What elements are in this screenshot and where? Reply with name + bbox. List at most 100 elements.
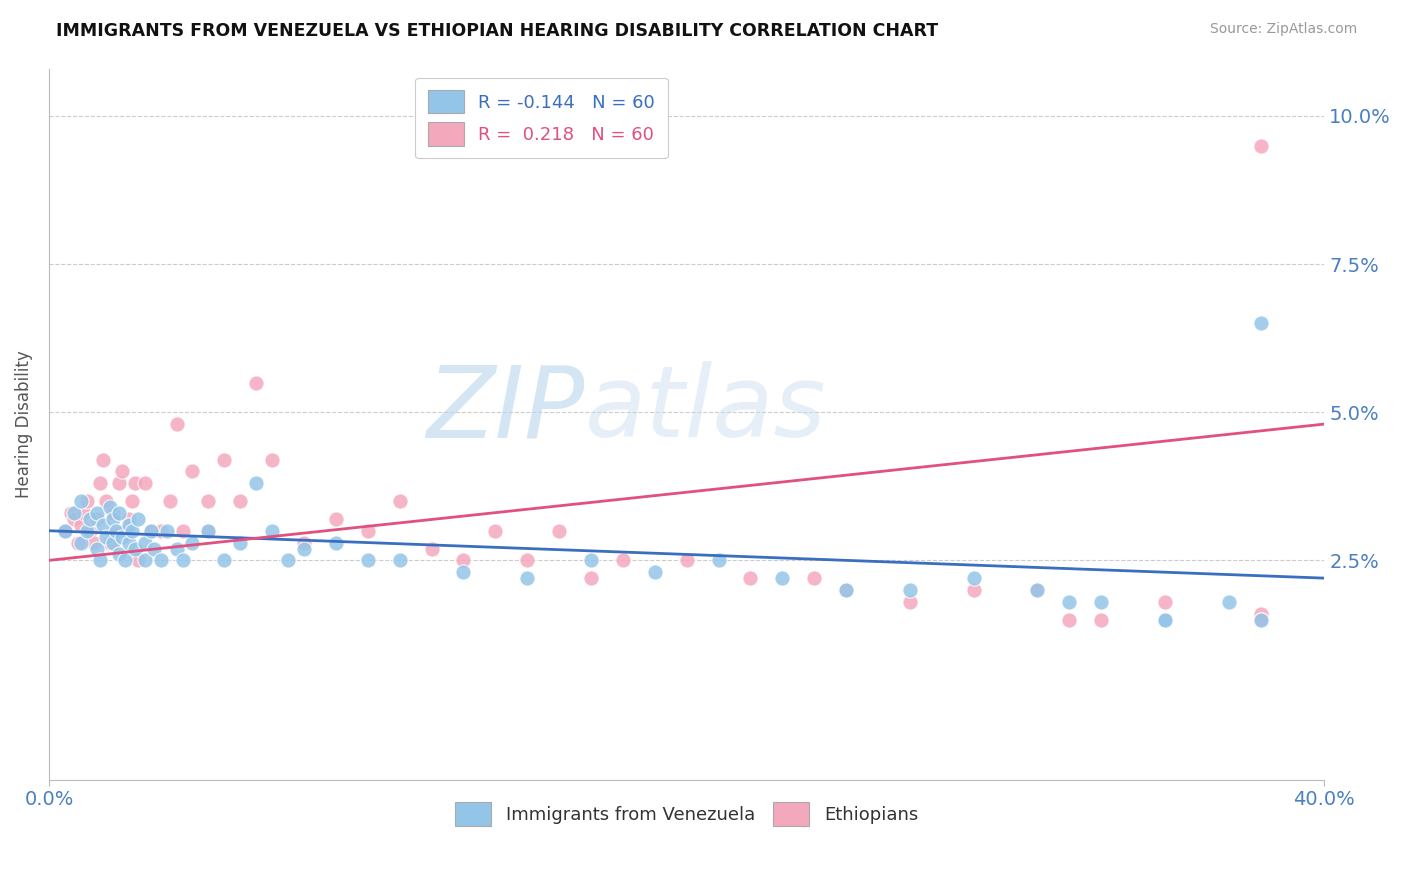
Point [898,582,921,597]
Point [1154,595,1177,609]
Point [139,524,162,538]
Point [83,535,105,549]
Point [579,571,602,585]
Point [1250,613,1272,627]
Point [108,476,131,491]
Point [548,524,571,538]
Point [63,506,86,520]
Point [104,524,127,538]
Point [484,524,506,538]
Point [1250,138,1272,153]
Point [516,571,538,585]
Point [229,535,252,549]
Text: atlas: atlas [585,361,827,458]
Point [1090,595,1112,609]
Legend: Immigrants from Venezuela, Ethiopians: Immigrants from Venezuela, Ethiopians [446,793,927,835]
Point [73,506,96,520]
Point [172,524,194,538]
Point [101,512,124,526]
Point [1218,595,1240,609]
Point [707,553,730,567]
Point [127,553,149,567]
Point [277,553,299,567]
Point [675,553,697,567]
Point [124,541,146,556]
Point [104,524,127,538]
Point [96,530,118,544]
Point [1250,607,1272,621]
Point [325,512,347,526]
Point [388,494,411,508]
Point [292,535,315,549]
Point [98,535,121,549]
Point [70,535,93,549]
Point [1059,595,1081,609]
Point [388,553,411,567]
Point [121,494,143,508]
Point [770,571,793,585]
Point [134,535,156,549]
Point [156,524,179,538]
Point [229,494,252,508]
Point [108,506,131,520]
Point [197,524,219,538]
Point [98,500,121,514]
Point [114,553,136,567]
Point [803,571,825,585]
Point [70,517,93,532]
Point [262,452,284,467]
Point [1059,613,1081,627]
Point [114,524,136,538]
Point [134,476,156,491]
Point [60,506,83,520]
Point [579,553,602,567]
Point [1250,316,1272,330]
Point [612,553,634,567]
Point [149,553,172,567]
Point [111,530,134,544]
Point [76,524,98,538]
Point [1026,582,1049,597]
Point [127,512,149,526]
Point [1154,613,1177,627]
Point [79,512,101,526]
Point [962,571,984,585]
Point [420,541,443,556]
Point [172,553,194,567]
Point [197,524,219,538]
Point [159,494,181,508]
Point [1026,582,1049,597]
Point [53,524,76,538]
Point [1154,613,1177,627]
Point [121,524,143,538]
Point [53,524,76,538]
Point [181,465,204,479]
Point [453,553,475,567]
Point [143,541,166,556]
Point [181,535,204,549]
Point [740,571,762,585]
Point [245,476,267,491]
Text: Source: ZipAtlas.com: Source: ZipAtlas.com [1209,22,1357,37]
Point [1090,613,1112,627]
Point [86,506,108,520]
Point [898,595,921,609]
Point [118,512,141,526]
Point [118,535,141,549]
Point [134,553,156,567]
Point [166,417,188,431]
Point [835,582,858,597]
Point [262,524,284,538]
Point [101,535,124,549]
Point [835,582,858,597]
Point [357,524,380,538]
Point [644,565,666,579]
Point [149,524,172,538]
Point [101,506,124,520]
Point [214,553,236,567]
Point [89,476,111,491]
Point [79,524,101,538]
Point [108,548,131,562]
Point [111,465,134,479]
Point [96,494,118,508]
